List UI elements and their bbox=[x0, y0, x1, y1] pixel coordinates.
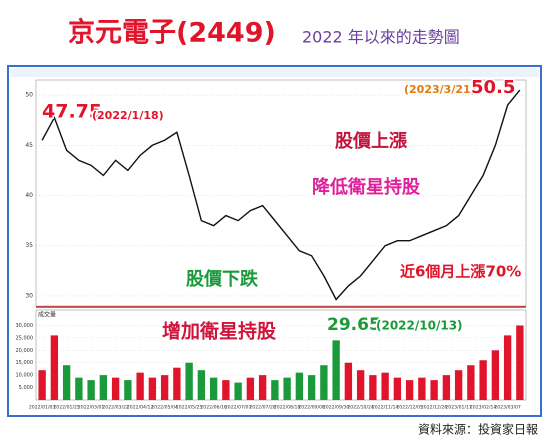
volume-bar bbox=[136, 372, 144, 400]
volume-bar bbox=[405, 380, 414, 400]
volume-bar bbox=[344, 362, 353, 400]
chart-frame bbox=[7, 65, 542, 417]
volume-bar bbox=[295, 372, 304, 400]
annotation: 增加衛星持股 bbox=[162, 320, 276, 343]
volume-bar bbox=[87, 380, 95, 400]
y-tick-label: 15,000 bbox=[16, 360, 34, 366]
x-tick-label: 2022/12/05 bbox=[396, 405, 423, 411]
y-tick-label: 45 bbox=[25, 142, 33, 149]
annotation: 50.5 bbox=[471, 77, 515, 98]
annotation: 近6個月上漲70% bbox=[400, 263, 521, 281]
x-tick-label: 2022/10/24 bbox=[347, 405, 374, 411]
volume-bar bbox=[246, 377, 255, 400]
volume-bar bbox=[491, 350, 500, 400]
volume-bar bbox=[222, 380, 230, 400]
volume-bar bbox=[75, 377, 83, 400]
price-line bbox=[41, 89, 521, 301]
y-tick-label: 20,000 bbox=[16, 348, 34, 354]
volume-bar bbox=[185, 362, 193, 400]
y-tick-label: 40 bbox=[25, 192, 33, 199]
volume-bar bbox=[173, 367, 181, 400]
annotation: (2022/10/13) bbox=[376, 319, 463, 333]
y-tick-label: 30,000 bbox=[16, 323, 34, 329]
annotation: 29.65 bbox=[327, 315, 381, 335]
x-tick-label: 2023/02/14 bbox=[470, 405, 497, 411]
volume-bar bbox=[479, 360, 487, 400]
y-tick-label: 10,000 bbox=[16, 373, 34, 379]
y-tick-label: 25,000 bbox=[16, 335, 34, 341]
annotation: 股價上漲 bbox=[334, 130, 408, 152]
volume-bar bbox=[430, 380, 438, 400]
volume-bar bbox=[381, 372, 389, 400]
volume-bar bbox=[393, 377, 402, 400]
x-tick-label: 2022/09/30 bbox=[323, 405, 350, 411]
volume-bar bbox=[467, 365, 475, 400]
source: 資料來源：投資家日報 bbox=[418, 422, 538, 437]
volume-bar bbox=[369, 375, 377, 400]
x-tick-label: 2023/01/17 bbox=[445, 405, 472, 411]
y-tick-label: 50 bbox=[25, 92, 33, 99]
title: 京元電子(2449) bbox=[68, 17, 276, 49]
x-tick-label: 2022/09/08 bbox=[298, 405, 325, 411]
x-tick-label: 2022/03/22 bbox=[102, 405, 129, 411]
volume-bar bbox=[320, 365, 328, 400]
x-tick-label: 2022/08/18 bbox=[274, 405, 301, 411]
volume-bar bbox=[258, 375, 267, 400]
volume-bar bbox=[283, 377, 291, 400]
x-tick-label: 2022/03/01 bbox=[78, 405, 105, 411]
volume-bar bbox=[503, 335, 512, 400]
volume-bar bbox=[356, 370, 365, 400]
x-tick-label: 2022/07/07 bbox=[225, 405, 252, 411]
volume-bar bbox=[99, 375, 108, 400]
volume-bar bbox=[418, 377, 426, 400]
volume-bar bbox=[516, 325, 524, 400]
volume-bar bbox=[197, 370, 206, 400]
price-panel bbox=[35, 79, 527, 307]
volume-bar bbox=[62, 365, 71, 400]
x-tick-label: 2022/01/25 bbox=[53, 405, 80, 411]
x-tick-label: 2022/11/14 bbox=[372, 405, 399, 411]
volume-bar bbox=[50, 335, 59, 400]
volume-bar bbox=[332, 340, 340, 400]
volume-bar bbox=[234, 382, 242, 400]
x-tick-label: 2022/04/12 bbox=[127, 405, 154, 411]
volume-bar bbox=[442, 375, 451, 400]
volume-bar bbox=[209, 377, 218, 400]
subtitle: 2022 年以來的走勢圖 bbox=[302, 28, 460, 47]
annotation: 47.75 bbox=[42, 101, 102, 123]
x-tick-label: 2022/05/04 bbox=[151, 405, 178, 411]
volume-bar bbox=[271, 380, 279, 400]
volume-panel bbox=[35, 309, 527, 401]
volume-bar bbox=[160, 375, 169, 400]
annotation: (2022/1/18) bbox=[92, 109, 164, 122]
annotation: 降低衛星持股 bbox=[312, 176, 421, 198]
volume-bar bbox=[38, 370, 46, 400]
x-tick-label: 2022/05/25 bbox=[176, 405, 203, 411]
y-tick-label: 5,000 bbox=[19, 385, 33, 391]
y-tick-label: 30 bbox=[25, 292, 33, 299]
annotation: 股價下跌 bbox=[185, 268, 259, 290]
x-tick-label: 2022/07/28 bbox=[249, 405, 276, 411]
info-bar bbox=[10, 68, 539, 77]
volume-bar bbox=[307, 375, 316, 400]
volume-bar bbox=[148, 377, 157, 400]
annotation: (2023/3/21) bbox=[404, 83, 476, 96]
x-tick-label: 2022/12/26 bbox=[421, 405, 448, 411]
x-tick-label: 2022/06/16 bbox=[200, 405, 227, 411]
volume-bar bbox=[111, 377, 120, 400]
x-tick-label: 2022/01/03 bbox=[29, 405, 56, 411]
volume-bar bbox=[124, 380, 132, 400]
volume-title: 成交量 bbox=[38, 311, 56, 319]
volume-bar bbox=[454, 370, 463, 400]
x-tick-label: 2023/03/07 bbox=[494, 405, 521, 411]
y-tick-label: 35 bbox=[25, 242, 33, 249]
